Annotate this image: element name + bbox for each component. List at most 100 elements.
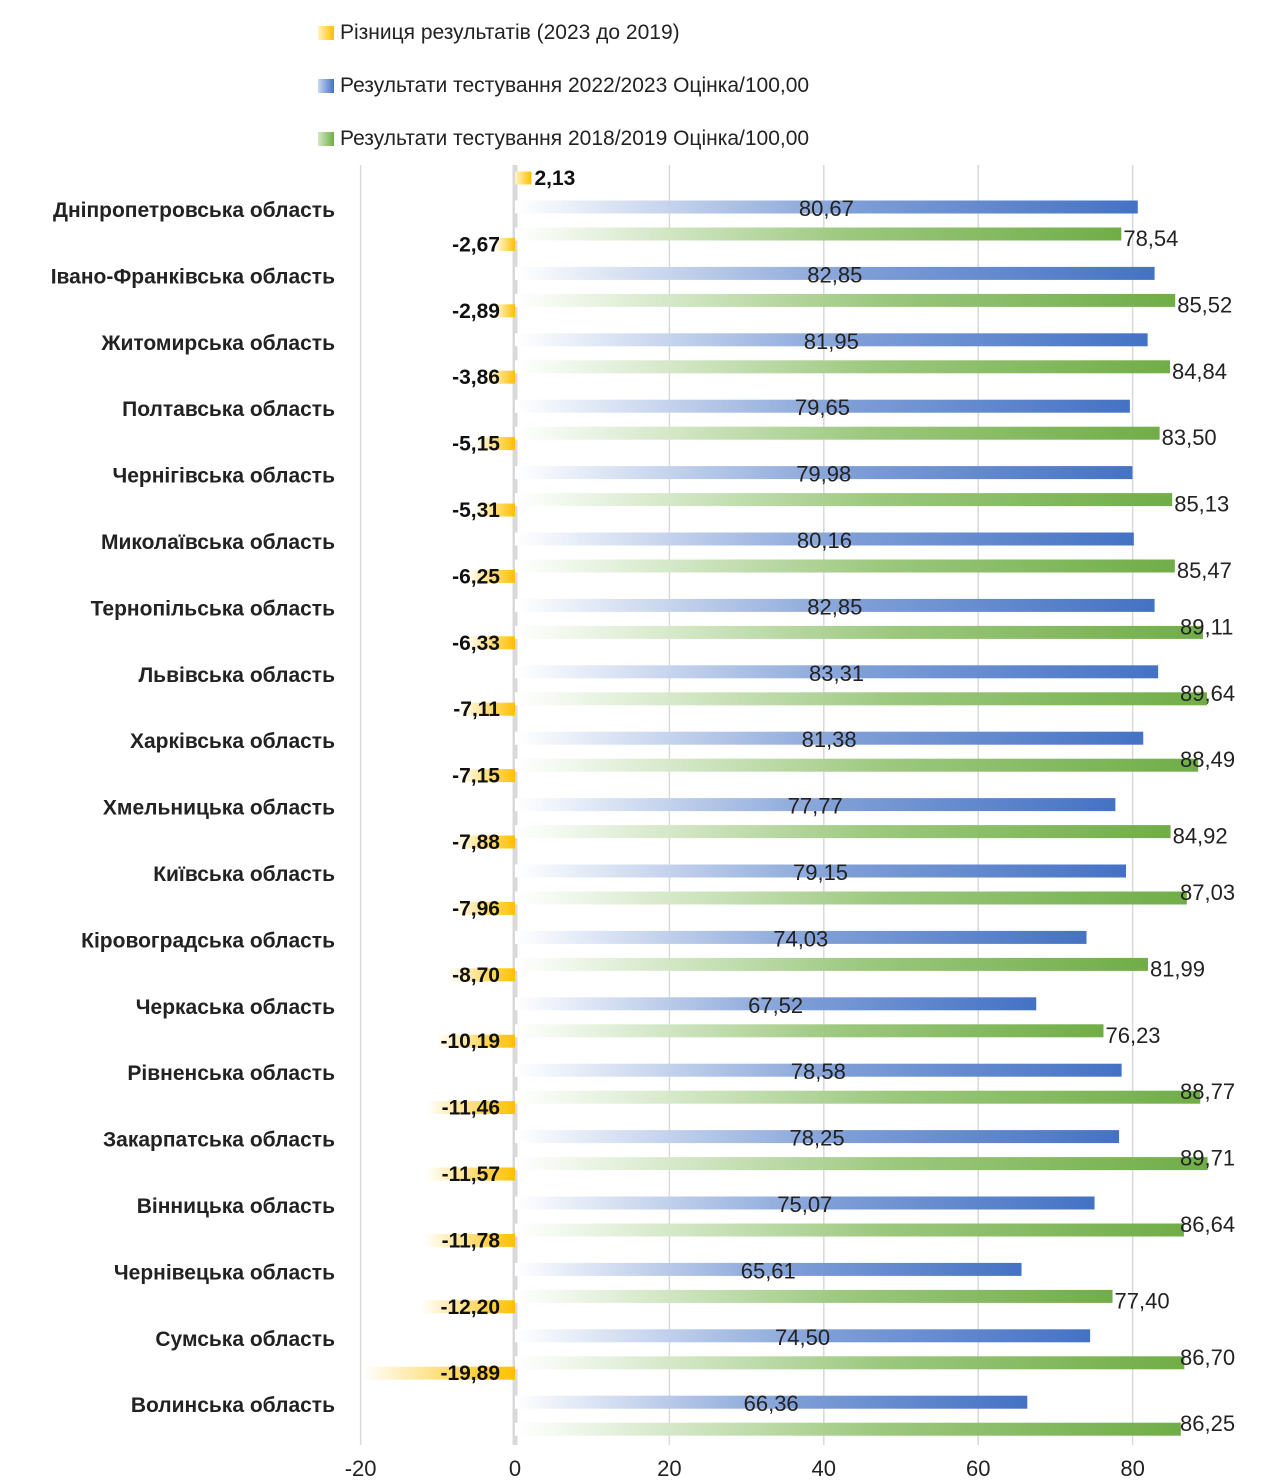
data-label-2019: 77,40 <box>1115 1288 1170 1313</box>
bar-2023 <box>515 798 1116 812</box>
bar-2023 <box>515 1329 1091 1343</box>
category-label: Львівська область <box>138 664 335 687</box>
data-label-2023: 78,58 <box>791 1059 846 1084</box>
data-label-difference: -6,25 <box>452 565 500 588</box>
bar-difference <box>466 636 515 650</box>
data-label-2019: 89,71 <box>1180 1146 1235 1171</box>
category-label: Київська область <box>153 863 335 886</box>
data-label-difference: -8,70 <box>452 964 500 987</box>
legend-item-difference: Різниця результатів (2023 до 2019) <box>318 6 809 59</box>
bar-2023 <box>515 466 1133 480</box>
data-label-difference: -7,11 <box>453 698 500 721</box>
data-label-2023: 79,15 <box>793 860 848 885</box>
data-label-difference: -5,15 <box>452 433 500 456</box>
x-tick-label: 40 <box>812 1456 836 1481</box>
bar-difference <box>485 370 515 384</box>
category-label: Тернопільська область <box>91 597 335 620</box>
data-label-2019: 85,13 <box>1174 492 1229 517</box>
legend-swatch-2023 <box>318 78 334 93</box>
category-label: Чернівецька область <box>114 1261 335 1284</box>
data-label-difference: -7,15 <box>452 765 500 788</box>
category-label: Дніпропетровська область <box>53 199 335 222</box>
category-label: Рівненська область <box>127 1062 335 1085</box>
legend-label-2019: Результати тестування 2018/2019 Оцінка/1… <box>340 126 810 150</box>
bar-2019 <box>515 227 1122 241</box>
data-label-2019: 86,70 <box>1180 1345 1235 1370</box>
bar-2019 <box>515 360 1170 374</box>
bar-difference <box>454 835 515 849</box>
bar-difference <box>474 503 515 517</box>
data-label-difference: -12,20 <box>440 1296 500 1319</box>
data-label-2019: 81,99 <box>1150 956 1205 981</box>
bar-difference <box>475 437 515 451</box>
data-label-2023: 67,52 <box>748 993 803 1018</box>
category-label: Хмельницька область <box>103 797 335 820</box>
category-label: Кіровоградська область <box>81 929 335 952</box>
bar-difference <box>420 1300 515 1314</box>
bar-2019 <box>515 1157 1208 1171</box>
data-label-2023: 74,03 <box>773 926 828 951</box>
category-label: Закарпатська область <box>103 1129 335 1152</box>
bar-difference <box>436 1034 515 1048</box>
data-label-2019: 89,11 <box>1180 614 1233 639</box>
data-label-difference: -11,78 <box>442 1229 501 1252</box>
bar-2023 <box>515 997 1037 1011</box>
data-label-2019: 85,47 <box>1177 558 1232 583</box>
bar-2019 <box>515 891 1187 905</box>
legend-label-2023: Результати тестування 2022/2023 Оцінка/1… <box>340 73 810 97</box>
data-label-2023: 79,65 <box>795 395 850 420</box>
data-label-2019: 85,52 <box>1177 292 1232 317</box>
x-tick-label: 80 <box>1120 1456 1144 1481</box>
category-label: Сумська область <box>155 1328 335 1351</box>
x-tick-label: -20 <box>345 1456 377 1481</box>
legend-swatch-2019 <box>318 131 334 146</box>
category-label: Миколаївська область <box>101 531 335 554</box>
data-label-2019: 76,23 <box>1105 1023 1160 1048</box>
data-label-2023: 82,85 <box>807 594 862 619</box>
x-tick-label: 20 <box>657 1456 681 1481</box>
data-label-difference: -3,86 <box>452 366 500 389</box>
data-label-difference: -7,96 <box>452 897 500 920</box>
bar-2023 <box>515 864 1127 878</box>
data-label-difference: -6,33 <box>452 632 500 655</box>
category-label: Івано-Франківська область <box>51 265 335 288</box>
legend-item-2019: Результати тестування 2018/2019 Оцінка/1… <box>318 112 809 165</box>
data-label-2023: 77,77 <box>788 794 843 819</box>
bar-difference <box>492 304 515 318</box>
bar-2019 <box>515 426 1160 440</box>
bar-2023 <box>515 200 1138 214</box>
data-label-difference: -5,31 <box>452 499 500 522</box>
data-label-2023: 78,25 <box>790 1126 845 1151</box>
bar-2023 <box>515 598 1155 612</box>
bar-2019 <box>515 559 1175 573</box>
bar-difference <box>424 1233 515 1247</box>
bar-difference <box>426 1101 515 1115</box>
bar-2019 <box>515 625 1203 639</box>
data-label-2019: 89,64 <box>1180 681 1235 706</box>
data-label-difference: -2,89 <box>452 300 500 323</box>
data-label-2019: 88,49 <box>1180 747 1235 772</box>
bar-2023 <box>515 1196 1095 1210</box>
bar-2023 <box>515 1395 1028 1409</box>
bar-2019 <box>515 825 1171 839</box>
data-label-difference: -11,46 <box>442 1097 500 1120</box>
bar-2019 <box>515 1090 1201 1104</box>
data-label-2019: 86,25 <box>1180 1411 1235 1436</box>
bar-2023 <box>515 1262 1022 1276</box>
bar-difference <box>425 1167 515 1181</box>
bar-2019 <box>515 692 1208 706</box>
labels-layer: -20 0 20 40 60 80 Дніпропетровська область 2,13… <box>51 167 1235 1481</box>
bar-2023 <box>515 399 1130 413</box>
category-label: Чернігівська область <box>112 465 335 488</box>
category-label: Вінницька область <box>137 1195 335 1218</box>
data-label-2023: 66,36 <box>744 1391 799 1416</box>
data-label-2023: 74,50 <box>775 1325 830 1350</box>
data-label-difference: -7,88 <box>452 831 500 854</box>
bar-2019 <box>515 1223 1184 1237</box>
data-label-difference: -2,67 <box>452 233 500 256</box>
category-label: Полтавська область <box>122 398 335 421</box>
data-label-2019: 78,54 <box>1123 226 1178 251</box>
bar-2019 <box>515 1422 1181 1436</box>
legend-item-2023: Результати тестування 2022/2023 Оцінка/1… <box>318 59 809 112</box>
bar-2019 <box>515 493 1173 507</box>
